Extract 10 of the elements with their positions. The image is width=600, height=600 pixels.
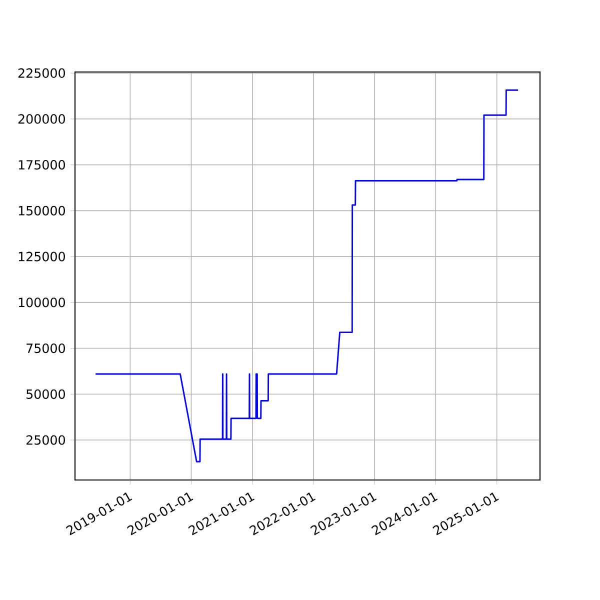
line-series: [94, 89, 519, 462]
y-tick-label: 150000: [18, 206, 65, 216]
y-tick-label: 50000: [26, 389, 65, 399]
y-tick-label: 200000: [18, 114, 65, 124]
y-tick-label: 75000: [26, 343, 65, 354]
y-tick-label: 225000: [18, 68, 65, 78]
y-tick-label: 125000: [18, 252, 65, 262]
y-tick-label: 175000: [18, 160, 65, 170]
y-tick-label: 25000: [26, 435, 65, 445]
y-tick-label: 100000: [18, 298, 65, 308]
